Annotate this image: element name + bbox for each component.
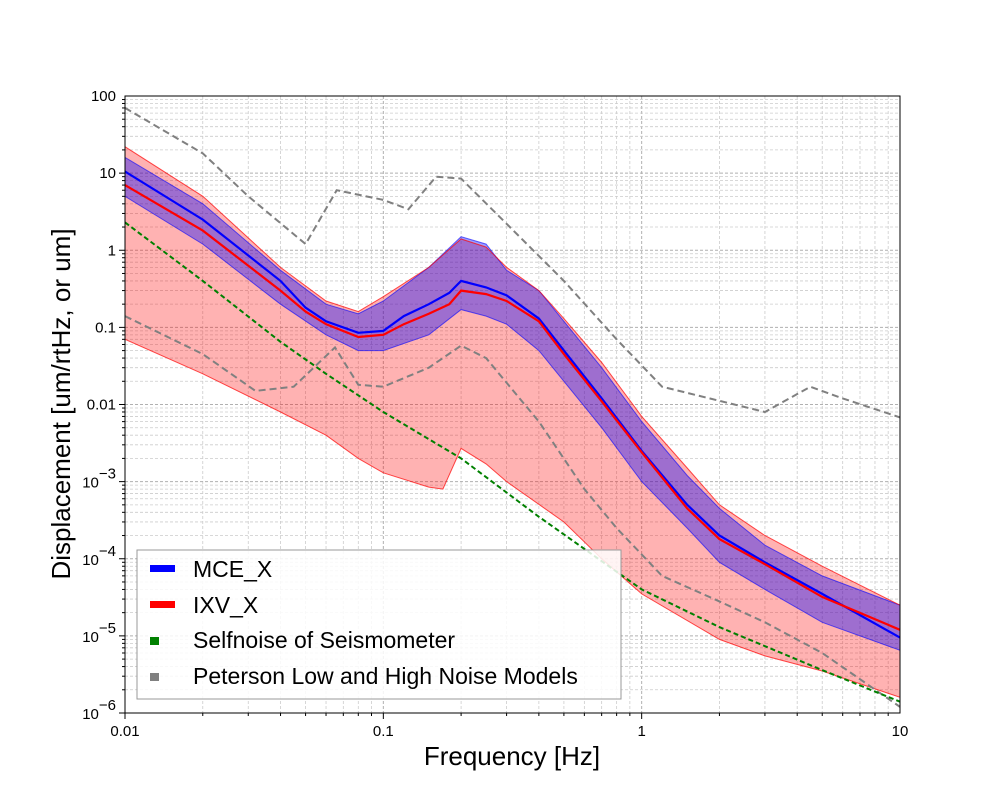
x-tick-label: 0.01 bbox=[110, 723, 139, 740]
y-tick-label: −410 bbox=[82, 543, 116, 569]
legend-swatch-mce-x bbox=[150, 565, 175, 572]
x-tick-label: 1 bbox=[637, 723, 645, 740]
peterson-high-noise-line bbox=[125, 107, 900, 419]
ixv-x-median-line bbox=[125, 184, 900, 631]
peterson-low-noise-line bbox=[125, 315, 900, 708]
selfnoise-line bbox=[125, 221, 900, 703]
ixv-x-lower-line bbox=[125, 338, 900, 698]
legend-swatch-peterson bbox=[150, 673, 159, 681]
y-tick-exponent: −4 bbox=[99, 543, 116, 560]
legend-label-mce-x: MCE_X bbox=[193, 556, 272, 582]
legend-label-ixv-x: IXV_X bbox=[193, 592, 258, 618]
legend-label-peterson: Peterson Low and High Noise Models bbox=[193, 663, 578, 689]
y-tick-exponent: −5 bbox=[99, 620, 116, 637]
y-tick-base: 10 bbox=[82, 475, 99, 492]
y-tick-label: −610 bbox=[82, 697, 116, 723]
data-layer bbox=[125, 107, 900, 708]
y-tick-label: 10 bbox=[99, 165, 116, 182]
y-tick-exponent: −6 bbox=[99, 697, 116, 714]
x-tick-label: 0.1 bbox=[373, 723, 394, 740]
mce-x-upper-line bbox=[125, 156, 900, 606]
mce-x-lower-line bbox=[125, 195, 900, 651]
legend-label-selfnoise: Selfnoise of Seismometer bbox=[193, 627, 455, 653]
y-tick-label: 0.1 bbox=[95, 319, 116, 336]
legend-frame bbox=[136, 549, 622, 700]
y-tick-base: 10 bbox=[82, 706, 99, 723]
y-tick-exponent: −3 bbox=[99, 466, 116, 483]
y-axis-label: Displacement [um/rtHz, or um] bbox=[46, 228, 76, 579]
legend-swatch-selfnoise bbox=[150, 637, 159, 645]
legend-swatch-ixv-x bbox=[150, 601, 175, 608]
y-tick-label: −510 bbox=[82, 620, 116, 646]
legend: MCE_X IXV_X Selfnoise of Seismometer Pet… bbox=[136, 549, 622, 700]
y-tick-label: 1 bbox=[108, 242, 116, 259]
y-tick-label: 100 bbox=[91, 88, 116, 105]
y-tick-base: 10 bbox=[82, 629, 99, 646]
mce-x-median-line bbox=[125, 170, 900, 639]
y-tick-label: −310 bbox=[82, 466, 116, 492]
x-tick-label: 10 bbox=[892, 723, 909, 740]
y-tick-label: 0.01 bbox=[87, 397, 116, 414]
x-axis-label: Frequency [Hz] bbox=[424, 741, 600, 771]
ixv-x-upper-line bbox=[125, 146, 900, 606]
ixv-x-band bbox=[125, 146, 900, 698]
y-tick-base: 10 bbox=[82, 552, 99, 569]
